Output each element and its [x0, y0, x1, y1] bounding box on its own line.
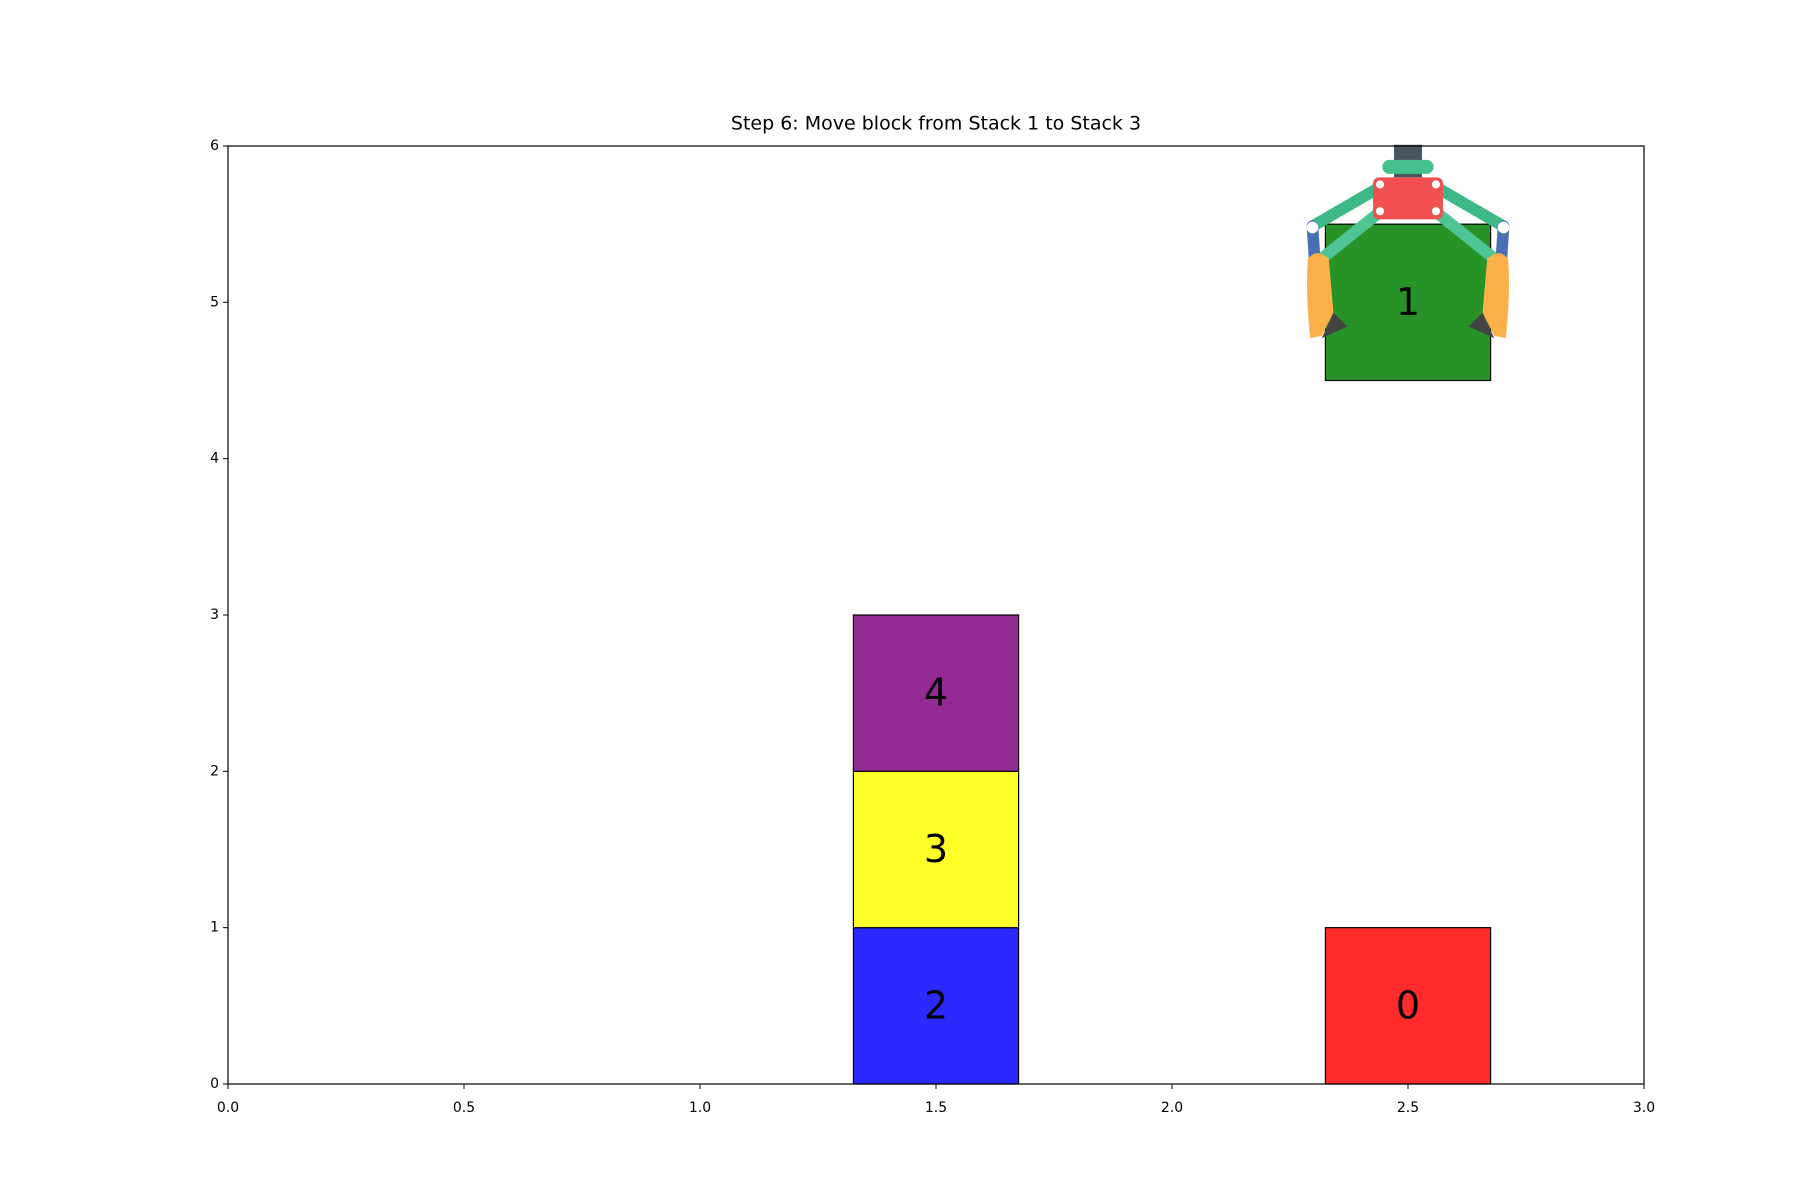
gripper-collar — [1382, 159, 1434, 174]
gripper-bolt — [1431, 180, 1441, 189]
x-tick-label: 3.0 — [1633, 1100, 1655, 1116]
x-tick-label: 0.5 — [453, 1100, 475, 1116]
gripper — [1306, 144, 1510, 339]
gripper-tip — [1468, 312, 1495, 339]
y-tick-label: 6 — [210, 138, 219, 154]
block — [1324, 927, 1492, 1085]
gripper-tip — [1321, 312, 1348, 339]
block — [852, 770, 1020, 929]
block-label: 3 — [924, 827, 948, 871]
blocks-layer: 0 1 2 3 4 — [852, 223, 1492, 1085]
y-tick-label: 4 — [210, 451, 219, 467]
gripper-finger — [1482, 253, 1509, 339]
y-tick-label: 0 — [210, 1076, 219, 1092]
block-label: 0 — [1396, 983, 1420, 1027]
gripper-bolt — [1375, 207, 1385, 216]
block — [1324, 223, 1492, 382]
block — [852, 614, 1020, 772]
gripper-hub — [1373, 177, 1443, 220]
y-tick-label: 1 — [210, 920, 219, 936]
y-tick-label: 5 — [210, 294, 219, 310]
block-label: 2 — [924, 983, 948, 1027]
block-label: 4 — [924, 671, 948, 715]
gripper-joint — [1497, 221, 1510, 234]
y-tick-label: 2 — [210, 763, 219, 779]
gripper-arm — [1318, 208, 1383, 263]
gripper-finger — [1307, 253, 1334, 339]
gripper-arm — [1306, 183, 1383, 233]
gripper-joint — [1306, 221, 1319, 234]
x-tick-label: 2.5 — [1397, 1100, 1419, 1116]
gripper-arm — [1433, 208, 1498, 263]
x-tick-label: 1.5 — [925, 1100, 947, 1116]
gripper-arm — [1433, 183, 1510, 233]
y-tick-label: 3 — [210, 607, 219, 623]
x-tick-label: 1.0 — [689, 1100, 711, 1116]
x-tick-label: 0.0 — [217, 1100, 239, 1116]
gripper-bolt — [1431, 207, 1441, 216]
chart-title: Step 6: Move block from Stack 1 to Stack… — [731, 113, 1141, 135]
gripper-bolt — [1375, 180, 1385, 189]
block-label: 1 — [1396, 280, 1420, 324]
x-tick-label: 2.0 — [1161, 1100, 1183, 1116]
